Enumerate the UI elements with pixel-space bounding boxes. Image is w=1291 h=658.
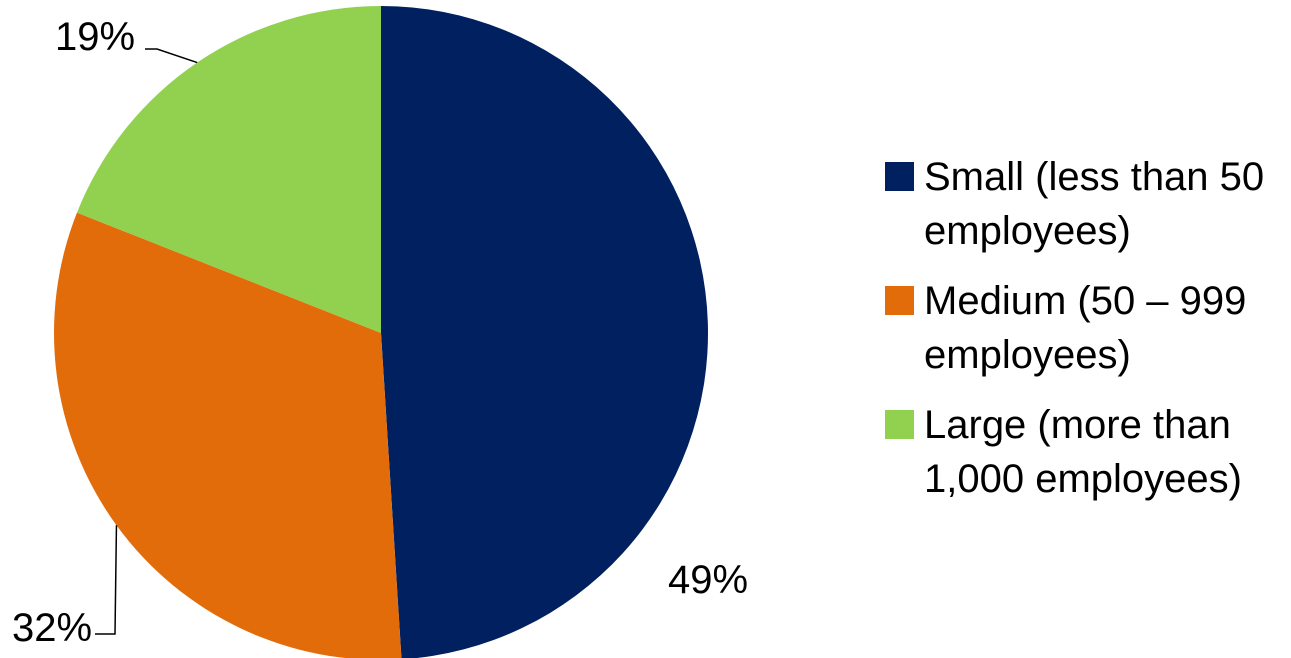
data-label-large: 19% bbox=[55, 15, 135, 59]
leader-line-medium bbox=[95, 525, 118, 635]
data-label-small: 49% bbox=[668, 558, 748, 602]
leader-line-large bbox=[145, 48, 198, 64]
legend-item-small: Small (less than 50 employees) bbox=[885, 150, 1285, 258]
legend-swatch-large bbox=[885, 410, 914, 439]
legend-label-small: Small (less than 50 employees) bbox=[924, 155, 1265, 253]
legend-swatch-small bbox=[885, 162, 914, 191]
legend-swatch-medium bbox=[885, 286, 914, 315]
legend-label-large: Large (more than 1,000 employees) bbox=[924, 403, 1242, 501]
pie-slice-small bbox=[381, 6, 708, 658]
legend-label-medium: Medium (50 – 999 employees) bbox=[924, 279, 1247, 377]
pie-slice-large bbox=[76, 6, 382, 333]
leader-lines bbox=[95, 48, 198, 635]
pie-chart: 49% 32% 19% bbox=[12, 6, 748, 658]
pie-slice-medium bbox=[54, 212, 402, 658]
legend: Small (less than 50 employees) Medium (5… bbox=[885, 150, 1285, 522]
legend-item-medium: Medium (50 – 999 employees) bbox=[885, 274, 1285, 382]
legend-item-large: Large (more than 1,000 employees) bbox=[885, 398, 1285, 506]
data-labels: 49% 32% 19% bbox=[12, 15, 748, 650]
pie-slices bbox=[54, 6, 708, 658]
data-label-medium: 32% bbox=[12, 606, 92, 650]
